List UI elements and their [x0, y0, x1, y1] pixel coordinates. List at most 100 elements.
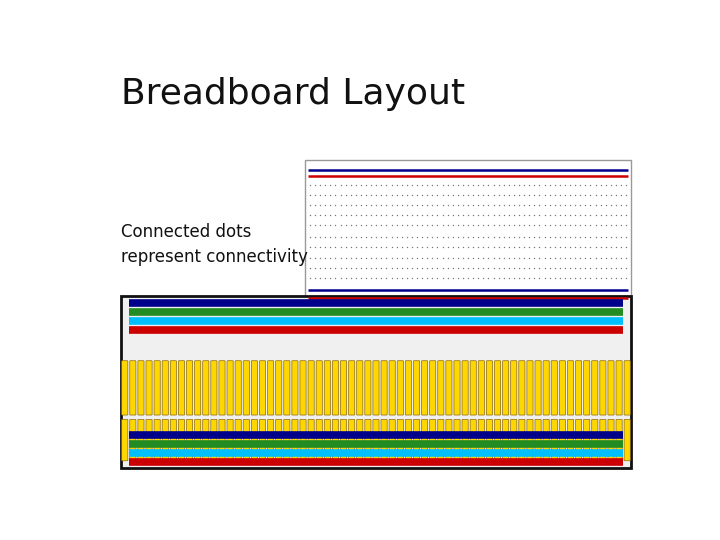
FancyBboxPatch shape: [203, 361, 209, 415]
FancyBboxPatch shape: [292, 420, 298, 461]
FancyBboxPatch shape: [203, 420, 209, 461]
FancyBboxPatch shape: [527, 420, 533, 461]
FancyBboxPatch shape: [519, 420, 525, 461]
FancyBboxPatch shape: [211, 420, 217, 461]
FancyBboxPatch shape: [438, 420, 444, 461]
FancyBboxPatch shape: [276, 361, 282, 415]
FancyBboxPatch shape: [365, 361, 371, 415]
FancyBboxPatch shape: [413, 420, 420, 461]
FancyBboxPatch shape: [430, 420, 436, 461]
FancyBboxPatch shape: [324, 361, 330, 415]
FancyBboxPatch shape: [616, 361, 622, 415]
FancyBboxPatch shape: [162, 420, 168, 461]
FancyBboxPatch shape: [454, 420, 460, 461]
FancyBboxPatch shape: [308, 361, 314, 415]
FancyBboxPatch shape: [179, 361, 184, 415]
FancyBboxPatch shape: [381, 361, 387, 415]
FancyBboxPatch shape: [478, 420, 485, 461]
FancyBboxPatch shape: [527, 361, 533, 415]
FancyBboxPatch shape: [567, 361, 574, 415]
FancyBboxPatch shape: [316, 361, 323, 415]
FancyBboxPatch shape: [356, 420, 363, 461]
FancyBboxPatch shape: [235, 420, 241, 461]
FancyBboxPatch shape: [389, 361, 395, 415]
FancyBboxPatch shape: [552, 361, 557, 415]
FancyBboxPatch shape: [227, 420, 233, 461]
FancyBboxPatch shape: [268, 420, 274, 461]
FancyBboxPatch shape: [333, 420, 338, 461]
FancyBboxPatch shape: [470, 361, 477, 415]
FancyBboxPatch shape: [243, 361, 249, 415]
FancyBboxPatch shape: [552, 420, 557, 461]
FancyBboxPatch shape: [592, 361, 598, 415]
FancyBboxPatch shape: [292, 361, 298, 415]
FancyBboxPatch shape: [186, 361, 193, 415]
FancyBboxPatch shape: [146, 420, 152, 461]
FancyBboxPatch shape: [251, 420, 258, 461]
FancyBboxPatch shape: [154, 420, 161, 461]
FancyBboxPatch shape: [397, 420, 403, 461]
FancyBboxPatch shape: [397, 361, 403, 415]
FancyBboxPatch shape: [462, 361, 468, 415]
FancyBboxPatch shape: [162, 361, 168, 415]
FancyBboxPatch shape: [356, 361, 363, 415]
FancyBboxPatch shape: [405, 361, 411, 415]
FancyBboxPatch shape: [503, 361, 509, 415]
FancyBboxPatch shape: [510, 361, 517, 415]
FancyBboxPatch shape: [559, 361, 565, 415]
FancyBboxPatch shape: [462, 420, 468, 461]
FancyBboxPatch shape: [389, 420, 395, 461]
FancyBboxPatch shape: [381, 420, 387, 461]
FancyBboxPatch shape: [130, 361, 136, 415]
FancyBboxPatch shape: [405, 420, 411, 461]
FancyBboxPatch shape: [138, 361, 144, 415]
FancyBboxPatch shape: [341, 361, 346, 415]
FancyBboxPatch shape: [276, 420, 282, 461]
FancyBboxPatch shape: [454, 361, 460, 415]
Text: Connected dots: Connected dots: [121, 223, 251, 241]
FancyBboxPatch shape: [341, 420, 346, 461]
FancyBboxPatch shape: [122, 420, 128, 461]
FancyBboxPatch shape: [559, 420, 565, 461]
FancyBboxPatch shape: [138, 420, 144, 461]
FancyBboxPatch shape: [413, 361, 420, 415]
FancyBboxPatch shape: [284, 361, 290, 415]
FancyBboxPatch shape: [300, 361, 306, 415]
FancyBboxPatch shape: [470, 420, 477, 461]
FancyBboxPatch shape: [219, 361, 225, 415]
FancyBboxPatch shape: [487, 361, 492, 415]
Text: Breadboard Layout: Breadboard Layout: [121, 77, 465, 111]
FancyBboxPatch shape: [510, 420, 517, 461]
FancyBboxPatch shape: [373, 420, 379, 461]
FancyBboxPatch shape: [624, 420, 630, 461]
FancyBboxPatch shape: [251, 361, 258, 415]
FancyBboxPatch shape: [575, 361, 582, 415]
FancyBboxPatch shape: [495, 420, 500, 461]
FancyBboxPatch shape: [503, 420, 509, 461]
FancyBboxPatch shape: [284, 420, 290, 461]
FancyBboxPatch shape: [122, 361, 128, 415]
FancyBboxPatch shape: [130, 420, 136, 461]
FancyBboxPatch shape: [268, 361, 274, 415]
FancyBboxPatch shape: [316, 420, 323, 461]
FancyBboxPatch shape: [495, 361, 500, 415]
FancyBboxPatch shape: [324, 420, 330, 461]
FancyBboxPatch shape: [154, 361, 161, 415]
FancyBboxPatch shape: [305, 160, 631, 306]
FancyBboxPatch shape: [348, 361, 355, 415]
FancyBboxPatch shape: [624, 361, 630, 415]
FancyBboxPatch shape: [243, 420, 249, 461]
FancyBboxPatch shape: [365, 420, 371, 461]
FancyBboxPatch shape: [543, 420, 549, 461]
FancyBboxPatch shape: [235, 361, 241, 415]
FancyBboxPatch shape: [543, 361, 549, 415]
FancyBboxPatch shape: [567, 420, 574, 461]
FancyBboxPatch shape: [211, 361, 217, 415]
FancyBboxPatch shape: [608, 361, 614, 415]
FancyBboxPatch shape: [600, 420, 606, 461]
FancyBboxPatch shape: [438, 361, 444, 415]
FancyBboxPatch shape: [608, 420, 614, 461]
FancyBboxPatch shape: [446, 420, 452, 461]
FancyBboxPatch shape: [575, 420, 582, 461]
FancyBboxPatch shape: [519, 361, 525, 415]
